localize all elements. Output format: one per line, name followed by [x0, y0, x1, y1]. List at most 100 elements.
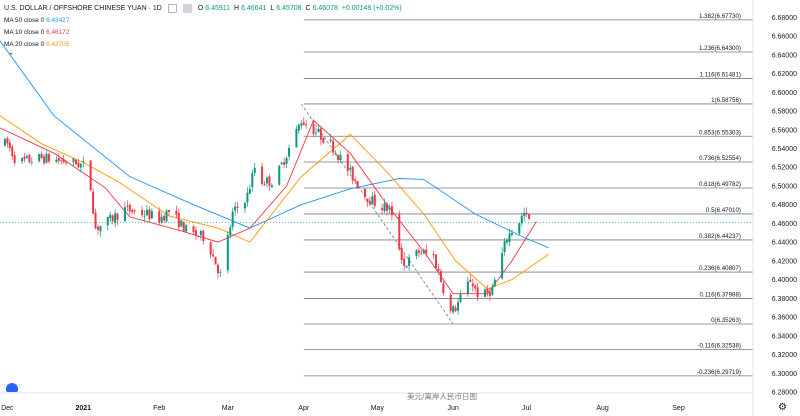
candle[interactable]	[45, 150, 48, 164]
candle[interactable]	[312, 118, 315, 138]
candle[interactable]	[297, 123, 300, 134]
candle[interactable]	[21, 157, 24, 165]
candle[interactable]	[263, 180, 266, 187]
candle[interactable]	[469, 274, 472, 283]
candle[interactable]	[285, 156, 288, 168]
candle[interactable]	[452, 304, 455, 315]
candle[interactable]	[454, 305, 457, 313]
candle[interactable]	[449, 292, 452, 314]
candle[interactable]	[268, 174, 271, 191]
candle[interactable]	[131, 208, 134, 215]
candle[interactable]	[305, 120, 308, 129]
candle[interactable]	[408, 253, 411, 271]
candle[interactable]	[202, 229, 205, 245]
fibonacci-retracement[interactable]: 1.382(6.67730) 1.236(6.64300) 1.116(6.6148…	[300, 13, 753, 377]
candle[interactable]	[133, 208, 136, 215]
candle[interactable]	[261, 162, 264, 187]
candle[interactable]	[72, 157, 75, 167]
candle[interactable]	[302, 117, 305, 126]
candle[interactable]	[114, 209, 117, 227]
candle[interactable]	[525, 207, 528, 218]
candle[interactable]	[334, 150, 337, 156]
candle[interactable]	[217, 263, 220, 279]
candle[interactable]	[116, 212, 119, 226]
candle[interactable]	[405, 265, 408, 268]
candle[interactable]	[420, 249, 423, 255]
candle[interactable]	[417, 247, 420, 258]
candle[interactable]	[199, 229, 202, 241]
candle[interactable]	[13, 151, 16, 166]
candle[interactable]	[28, 153, 31, 164]
candle[interactable]	[488, 287, 491, 302]
candle[interactable]	[278, 164, 281, 186]
candle[interactable]	[314, 127, 317, 138]
candle[interactable]	[280, 161, 283, 165]
candle[interactable]	[520, 213, 523, 227]
candle[interactable]	[491, 283, 494, 296]
candle[interactable]	[253, 162, 256, 177]
candle[interactable]	[43, 154, 46, 166]
candle[interactable]	[270, 183, 273, 188]
indicator-ma10[interactable]: MA 10 close 0 6.46172	[4, 29, 69, 36]
candle[interactable]	[422, 248, 425, 255]
candle[interactable]	[126, 200, 129, 212]
candle[interactable]	[288, 144, 291, 161]
price-axis[interactable]: 6.68000 6.66000 6.64000 6.62000 6.60000 6.580…	[752, 0, 797, 416]
candle[interactable]	[322, 137, 325, 145]
symbol-toggle-icon[interactable]	[167, 4, 177, 13]
candle[interactable]	[518, 222, 521, 236]
candle[interactable]	[503, 237, 506, 256]
candle[interactable]	[457, 297, 460, 316]
candle[interactable]	[484, 287, 487, 298]
candle[interactable]	[265, 175, 268, 188]
candle[interactable]	[77, 158, 80, 169]
candle[interactable]	[219, 269, 222, 278]
candle[interactable]	[8, 138, 11, 152]
candle[interactable]	[373, 190, 376, 209]
candle[interactable]	[214, 256, 217, 265]
candle[interactable]	[459, 290, 462, 303]
candle[interactable]	[337, 154, 340, 164]
candle[interactable]	[79, 163, 82, 173]
candle[interactable]	[528, 213, 531, 221]
gear-icon[interactable]: ⚙	[778, 402, 787, 413]
candle[interactable]	[194, 226, 197, 241]
candle[interactable]	[319, 127, 322, 145]
symbol-settings-icon[interactable]	[182, 4, 192, 13]
candle[interactable]	[96, 224, 99, 235]
candle[interactable]	[226, 231, 229, 274]
candle[interactable]	[283, 157, 286, 169]
candle[interactable]	[425, 244, 428, 257]
candle[interactable]	[366, 198, 369, 207]
candle[interactable]	[182, 221, 185, 232]
candle[interactable]	[508, 228, 511, 247]
candle[interactable]	[60, 157, 63, 165]
tradingview-logo-icon[interactable]	[6, 383, 18, 392]
candle[interactable]	[99, 225, 102, 237]
candle[interactable]	[346, 150, 349, 176]
candle[interactable]	[180, 220, 183, 228]
candlesticks[interactable]	[3, 117, 531, 316]
candle[interactable]	[349, 163, 352, 173]
candle[interactable]	[363, 187, 366, 201]
candle[interactable]	[329, 134, 332, 143]
candle[interactable]	[439, 268, 442, 283]
candle[interactable]	[415, 249, 418, 260]
candle[interactable]	[163, 214, 166, 224]
candle[interactable]	[212, 248, 215, 257]
candle[interactable]	[175, 205, 178, 219]
candle[interactable]	[209, 240, 212, 259]
candle[interactable]	[74, 159, 77, 165]
symbol-title[interactable]: U.S. DOLLAR / OFFSHORE CHINESE YUAN · 1D	[4, 5, 162, 12]
candle[interactable]	[435, 253, 438, 269]
candle[interactable]	[177, 208, 180, 231]
candle[interactable]	[62, 154, 65, 164]
candle[interactable]	[386, 202, 389, 216]
candle[interactable]	[381, 203, 384, 215]
candle[interactable]	[506, 237, 509, 245]
candle[interactable]	[510, 229, 513, 238]
candle[interactable]	[493, 277, 496, 287]
candle[interactable]	[185, 223, 188, 233]
candle[interactable]	[47, 152, 50, 164]
candle[interactable]	[106, 216, 109, 231]
